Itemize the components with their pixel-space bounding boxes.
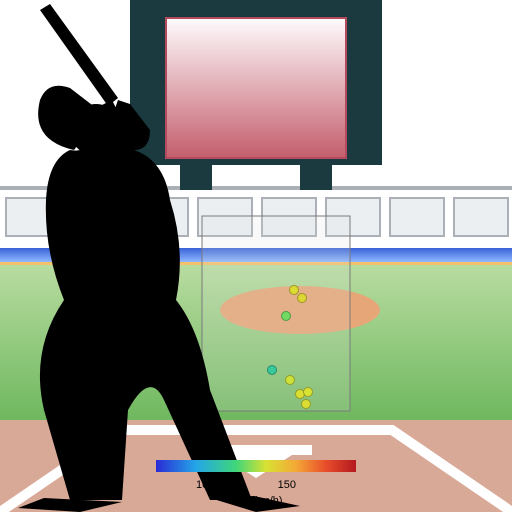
legend-tick: 150 bbox=[278, 479, 296, 491]
speed-legend: 100 150 球速(km/h) bbox=[156, 459, 356, 508]
pitch-marker bbox=[281, 311, 291, 321]
legend-label: 球速(km/h) bbox=[156, 492, 356, 508]
pitch-marker bbox=[285, 375, 295, 385]
stadium-scene bbox=[0, 0, 512, 512]
pitch-marker bbox=[303, 387, 313, 397]
pitch-marker bbox=[297, 293, 307, 303]
legend-ticks: 100 150 bbox=[156, 479, 356, 491]
legend-gradient-bar bbox=[156, 460, 356, 472]
strike-zone bbox=[202, 216, 350, 411]
pitch-marker bbox=[301, 399, 311, 409]
pitch-marker bbox=[267, 365, 277, 375]
legend-tick: 100 bbox=[196, 479, 214, 491]
